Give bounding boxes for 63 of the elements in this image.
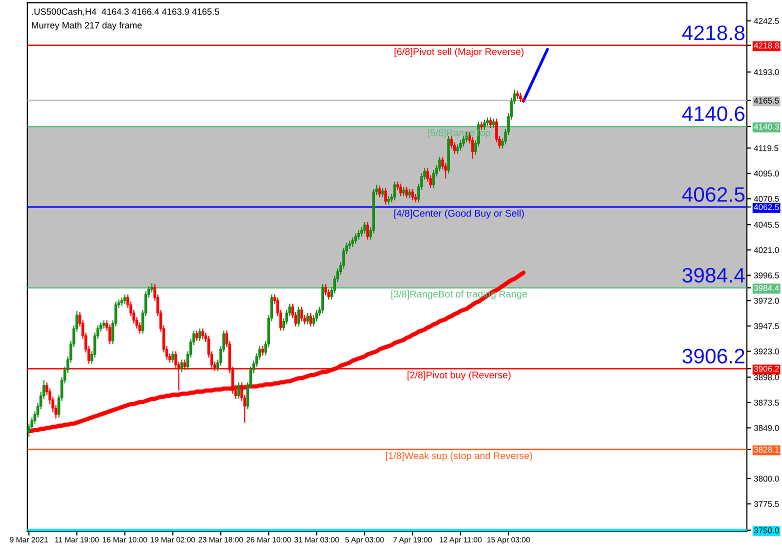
- candlestick: [381, 187, 384, 198]
- candlestick: [321, 284, 324, 314]
- candlestick: [405, 186, 408, 199]
- ref-line-label: [2/8]Pivot buy (Reverse): [408, 371, 511, 380]
- candlestick: [408, 188, 411, 199]
- annotation: 3984.4: [682, 268, 745, 283]
- y-tick-label: 4242.5: [754, 18, 779, 24]
- y-tick-label: 4062.5: [754, 204, 779, 210]
- candlestick: [171, 350, 174, 364]
- candlestick: [384, 187, 387, 205]
- annotation: 3906.2: [682, 348, 744, 364]
- candlestick: [324, 284, 328, 296]
- y-tick-label: 3898.0: [754, 374, 779, 380]
- ref-line-label: [1/8]Weak sup (stop and Reverse): [386, 452, 532, 462]
- candlestick: [483, 119, 486, 131]
- candlestick: [402, 186, 405, 197]
- candlestick: [351, 236, 354, 248]
- candlestick: [519, 92, 522, 103]
- y-tick-label: 4140.3: [754, 124, 779, 130]
- y-tick-label: 4119.5: [754, 145, 778, 152]
- candlestick: [108, 324, 112, 345]
- candlestick: [399, 183, 402, 197]
- candlestick: [366, 221, 370, 240]
- y-tick-label: 3947.5: [754, 323, 779, 330]
- y-tick-label: 3984.4: [754, 284, 779, 291]
- candlestick: [378, 185, 381, 198]
- ref-line-label: [4/8]Center (Good Buy or Sell): [394, 210, 524, 219]
- y-tick-label: 4045.5: [754, 222, 779, 228]
- candlestick: [123, 294, 126, 304]
- candlestick: [354, 232, 358, 244]
- annotation: 4140.6: [682, 106, 744, 122]
- y-tick-label: 4218.8: [754, 42, 779, 48]
- candlestick: [459, 140, 462, 152]
- y-tick-label: 3800.0: [754, 476, 779, 482]
- y-tick-label: 3873.5: [754, 400, 779, 406]
- y-tick-label: 3906.2: [754, 366, 779, 372]
- candlestick: [357, 230, 360, 240]
- y-tick-label: 4095.0: [754, 170, 779, 176]
- y-tick-label: 3923.0: [754, 348, 779, 354]
- y-tick-label: 4021.0: [754, 247, 779, 254]
- text: .US500Cash,H4 4164.3 4166.4 4163.9 4165.5: [32, 8, 220, 16]
- y-tick-label: 3775.5: [754, 501, 779, 507]
- text: Murrey Math 217 day frame: [32, 22, 142, 30]
- y-tick-label: 4193.0: [754, 69, 779, 76]
- candlestick: [489, 116, 492, 128]
- y-tick-label: 4165.5: [754, 98, 779, 104]
- candlestick: [492, 118, 495, 128]
- y-tick-label: 3972.0: [754, 298, 779, 304]
- candlestick: [300, 306, 304, 322]
- annotation: 4218.8: [682, 25, 744, 40]
- candlestick: [411, 188, 414, 201]
- y-tick-label: 3750.0: [754, 527, 779, 534]
- candlestick: [363, 221, 366, 234]
- candlestick: [237, 382, 240, 400]
- candlestick: [393, 181, 396, 201]
- candlestick: [297, 306, 300, 328]
- ref-line-label: [6/8]Pivot sell (Major Reverse): [394, 48, 524, 57]
- y-tick-label: 3828.1: [754, 446, 779, 453]
- annotation: 4062.5: [682, 187, 745, 202]
- candlestick: [456, 144, 459, 154]
- y-tick-label: 3849.0: [754, 425, 779, 431]
- y-tick-label: 3996.5: [754, 272, 779, 278]
- y-tick-label: 4070.5: [754, 196, 779, 202]
